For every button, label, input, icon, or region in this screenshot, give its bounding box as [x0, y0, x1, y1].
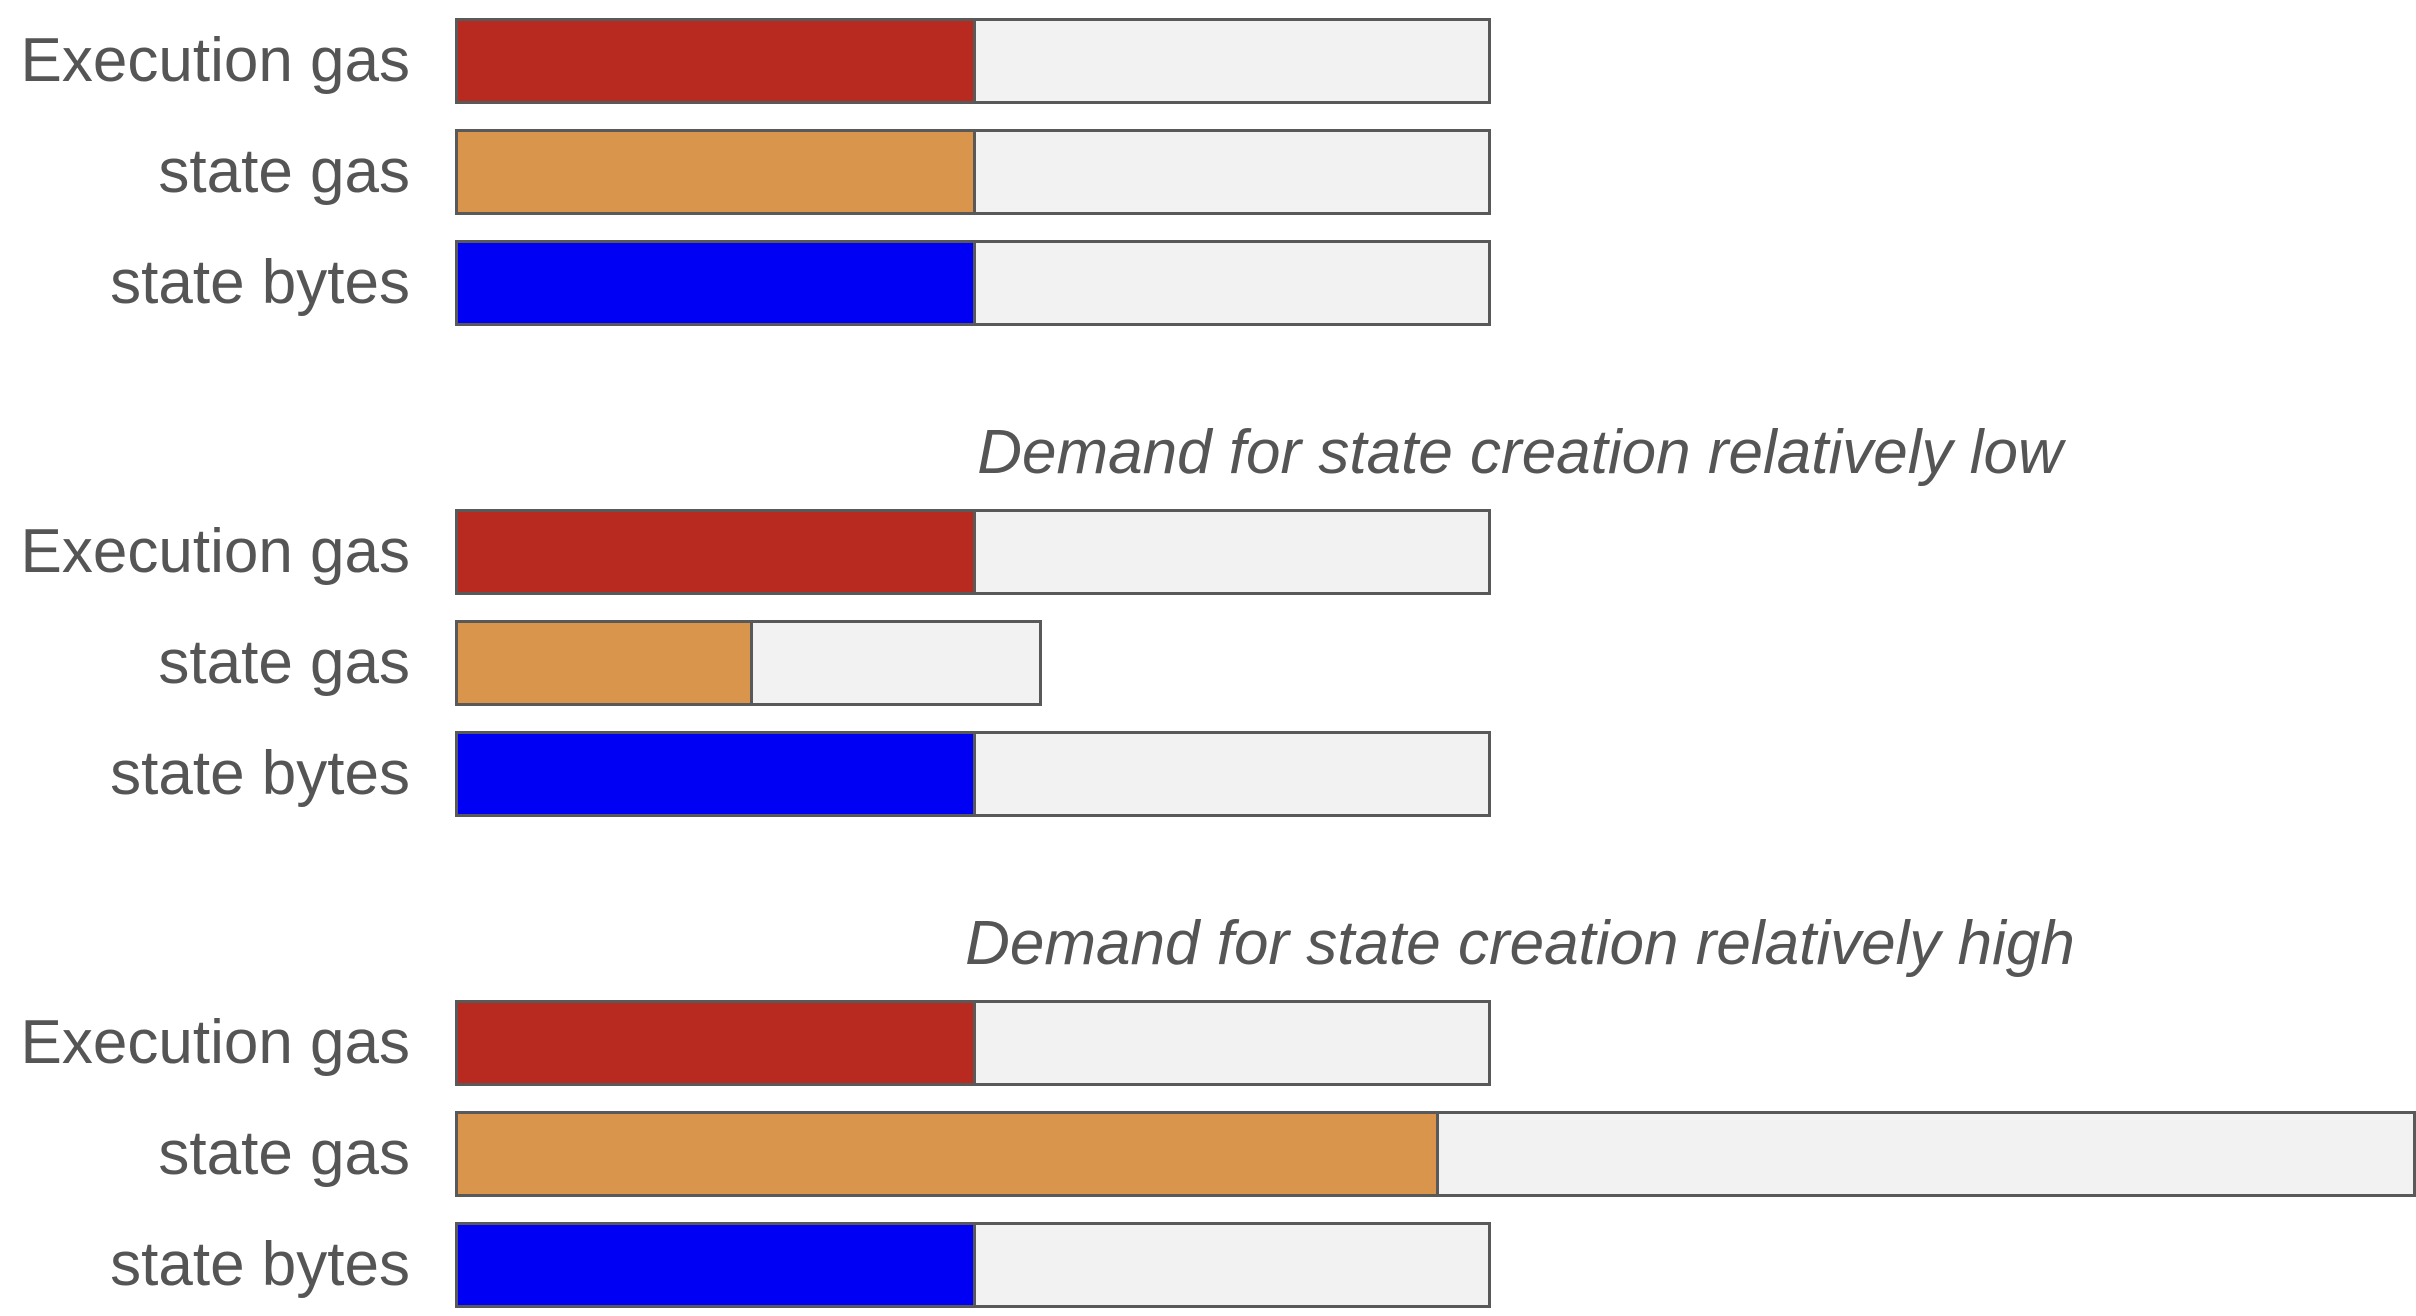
capacity-bar: [455, 240, 1491, 326]
usage-fill: [458, 243, 976, 323]
usage-fill: [458, 623, 753, 703]
row-label: state gas: [158, 628, 410, 697]
row-label: Execution gas: [20, 1008, 410, 1077]
scenario-caption: Demand for state creation relatively hig…: [965, 909, 2075, 978]
row-label: state bytes: [110, 739, 410, 808]
capacity-bar: [455, 129, 1491, 215]
capacity-bar: [455, 731, 1491, 817]
capacity-bar: [455, 1000, 1491, 1086]
usage-fill: [458, 21, 976, 101]
capacity-bar: [455, 18, 1491, 104]
capacity-bar: [455, 509, 1491, 595]
usage-fill: [458, 1003, 976, 1083]
capacity-bar: [455, 1222, 1491, 1308]
capacity-bar: [455, 620, 1042, 706]
usage-fill: [458, 1114, 1439, 1194]
scenario-caption: Demand for state creation relatively low: [977, 418, 2063, 487]
row-label: Execution gas: [20, 517, 410, 586]
row-label: state gas: [158, 1119, 410, 1188]
capacity-bar: [455, 1111, 2416, 1197]
usage-fill: [458, 512, 976, 592]
row-label: state bytes: [110, 1230, 410, 1299]
row-label: state gas: [158, 137, 410, 206]
usage-fill: [458, 734, 976, 814]
usage-fill: [458, 1225, 976, 1305]
row-label: Execution gas: [20, 26, 410, 95]
row-label: state bytes: [110, 248, 410, 317]
usage-fill: [458, 132, 976, 212]
